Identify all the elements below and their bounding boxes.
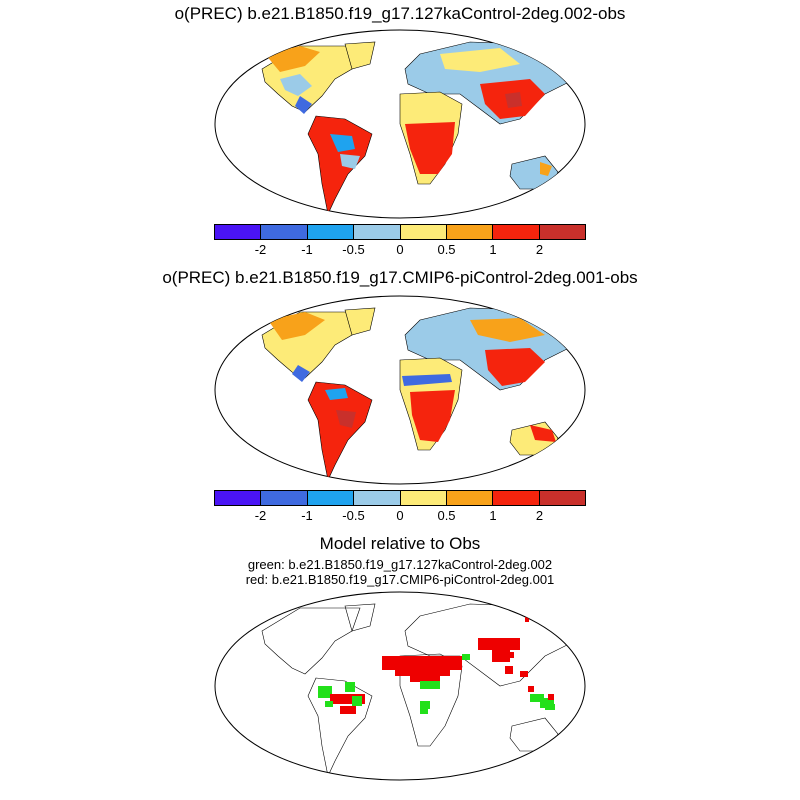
green-region <box>318 686 332 698</box>
colorbar-swatch <box>261 225 308 239</box>
colorbar-swatch <box>400 225 447 239</box>
colorbar-tick-label: 0.5 <box>437 508 456 523</box>
panel-2-colorbar-ticks: -2 -1 -0.5 0 0.5 1 2 <box>214 508 586 524</box>
comparison-legend-green: green: b.e21.B1850.f19_g17.127kaControl-… <box>247 557 553 572</box>
panel-1-title: o(PREC) b.e21.B1850.f19_g17.127kaControl… <box>174 4 626 23</box>
red-region <box>410 674 440 682</box>
colorbar-tick-label: 0 <box>396 242 404 257</box>
colorbar-swatch <box>215 491 262 505</box>
colorbar-tick-label: -2 <box>254 508 267 523</box>
red-region <box>505 666 513 674</box>
green-region <box>530 694 544 702</box>
colorbar-swatch <box>354 225 401 239</box>
colorbar-tick-label: 1 <box>489 508 497 523</box>
colorbar-swatch <box>307 491 355 505</box>
colorbar-swatch <box>307 225 355 239</box>
red-region <box>528 686 534 692</box>
colorbar-swatch <box>539 491 585 505</box>
green-region <box>545 704 555 710</box>
green-region <box>345 682 355 692</box>
colorbar-swatch <box>493 225 540 239</box>
red-region <box>478 638 520 650</box>
colorbar-swatch <box>493 491 540 505</box>
green-region <box>420 681 440 689</box>
colorbar-tick-label: -0.5 <box>342 508 365 523</box>
panel-1-colorbar <box>214 224 586 240</box>
colorbar-tick-label: 0.5 <box>437 242 456 257</box>
colorbar-swatch <box>354 491 401 505</box>
panel-2-colorbar <box>214 490 586 506</box>
colorbar-swatch <box>446 491 494 505</box>
red-region <box>520 606 528 612</box>
panel-2-map <box>214 295 586 485</box>
green-region <box>540 698 554 708</box>
green-region <box>420 708 428 714</box>
colorbar-tick-label: -2 <box>254 242 267 257</box>
red-region <box>508 652 514 658</box>
comparison-title: Model relative to Obs <box>319 534 481 553</box>
green-region <box>325 701 333 707</box>
colorbar-tick-label: 1 <box>489 242 497 257</box>
colorbar-swatch <box>261 491 308 505</box>
colorbar-tick-label: 2 <box>535 508 544 523</box>
red-region <box>492 648 510 662</box>
red-region <box>395 666 450 676</box>
green-region <box>352 696 362 706</box>
colorbar-tick-label: -1 <box>301 242 313 257</box>
comparison-legend-red: red: b.e21.B1850.f19_g17.CMIP6-piControl… <box>245 572 555 587</box>
colorbar-swatch <box>539 225 585 239</box>
red-region <box>330 694 365 704</box>
panel-1-map <box>214 29 586 219</box>
colorbar-swatch <box>400 491 447 505</box>
colorbar-tick-label: -1 <box>301 508 313 523</box>
red-region <box>525 614 529 622</box>
colorbar-swatch <box>446 225 494 239</box>
colorbar-tick-label: 0 <box>396 508 404 523</box>
panel-2-title: o(PREC) b.e21.B1850.f19_g17.CMIP6-piCont… <box>162 268 638 287</box>
green-region <box>420 701 430 709</box>
panel-1-colorbar-ticks: -2 -1 -0.5 0 0.5 1 2 <box>214 242 586 258</box>
colorbar-swatch <box>215 225 262 239</box>
red-region <box>520 671 528 677</box>
colorbar-tick-label: -0.5 <box>342 242 365 257</box>
colorbar-tick-label: 2 <box>535 242 544 257</box>
red-region <box>340 706 356 714</box>
red-region <box>548 694 554 700</box>
green-region <box>462 654 470 660</box>
comparison-map <box>214 591 586 781</box>
